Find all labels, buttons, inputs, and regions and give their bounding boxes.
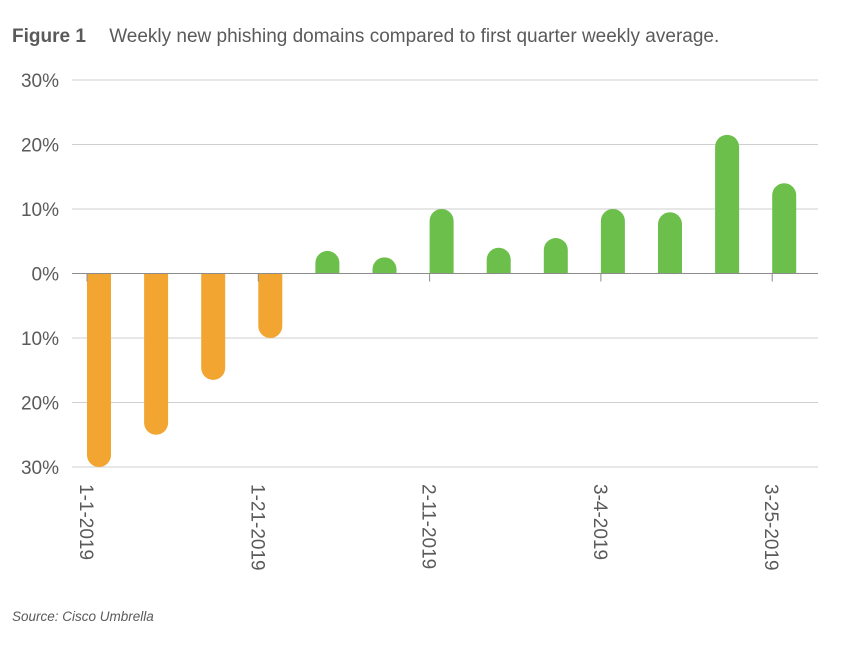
y-tick-label: 20% bbox=[21, 136, 59, 157]
bar bbox=[258, 273, 283, 338]
y-tick-label: 0% bbox=[32, 265, 60, 286]
bar bbox=[429, 209, 454, 274]
y-tick-label: 30% bbox=[21, 458, 59, 479]
bar bbox=[600, 209, 625, 274]
x-tick-label: 2-11-2019 bbox=[418, 484, 439, 569]
bar bbox=[715, 134, 740, 274]
y-tick-label: 20% bbox=[21, 394, 59, 415]
x-tick-label: 3-25-2019 bbox=[760, 484, 781, 571]
bar bbox=[486, 247, 511, 274]
bar bbox=[315, 250, 340, 274]
figure-title: Weekly new phishing domains compared to … bbox=[109, 26, 720, 47]
bar bbox=[543, 238, 568, 274]
y-tick-label: 10% bbox=[21, 200, 59, 221]
bar bbox=[87, 273, 111, 467]
figure-caption: Figure 1 Weekly new phishing domains com… bbox=[12, 26, 719, 48]
figure-label: Figure 1 bbox=[12, 26, 86, 47]
x-tick-label: 3-4-2019 bbox=[589, 484, 610, 560]
x-tick-label: 1-1-2019 bbox=[75, 484, 96, 560]
x-tick-label: 1-21-2019 bbox=[246, 484, 267, 571]
bar bbox=[658, 212, 682, 274]
source-note: Source: Cisco Umbrella bbox=[12, 609, 154, 624]
bar bbox=[201, 273, 226, 380]
bar bbox=[372, 257, 397, 274]
y-tick-label: 10% bbox=[21, 329, 59, 350]
bar bbox=[772, 183, 797, 274]
y-tick-label: 30% bbox=[21, 71, 59, 92]
bar bbox=[144, 273, 169, 435]
